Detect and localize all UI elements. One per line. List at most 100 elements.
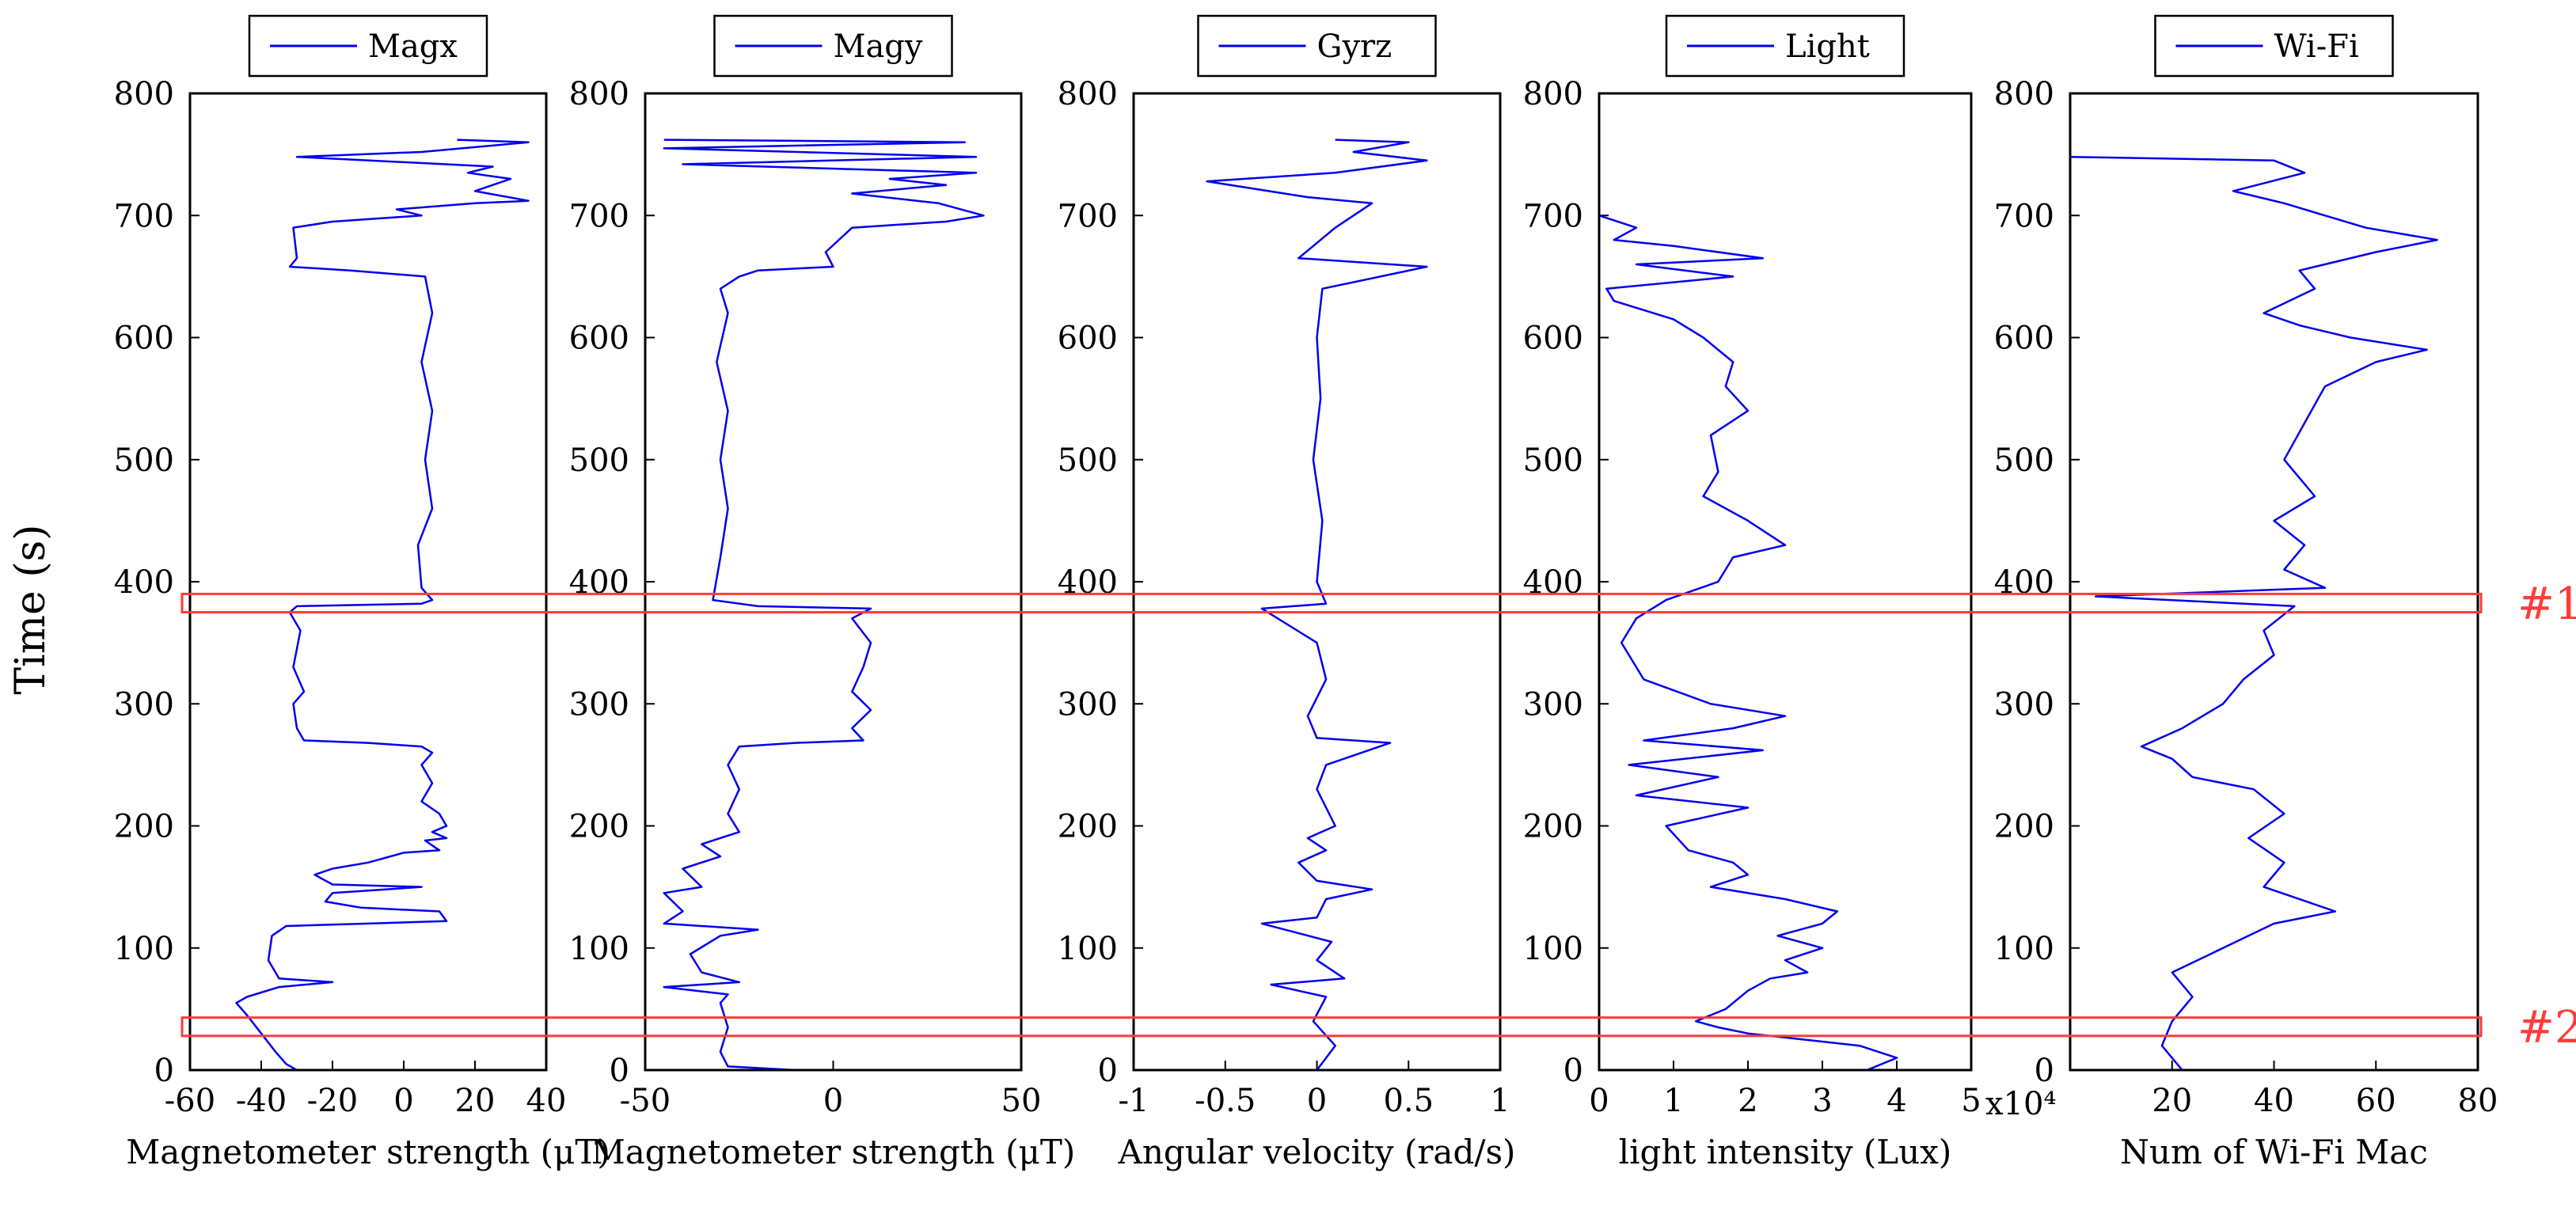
panel-wi-fi: 0 100 200 300 400 500 600 700 800 20 40 60 80 Num of … xyxy=(1994,14,2498,1171)
x-tick-label: 60 xyxy=(2356,1083,2396,1119)
y-tick-label: 200 xyxy=(1058,809,1118,845)
y-tick-label: 0 xyxy=(2035,1053,2054,1089)
x-tick-label: 0 xyxy=(1307,1083,1327,1119)
y-tick-label: 700 xyxy=(569,198,629,234)
axes-frame xyxy=(2069,92,2479,1072)
x-tick-label: -0.5 xyxy=(1195,1083,1256,1119)
y-tick-label: 800 xyxy=(1994,76,2054,112)
y-tick-label: 600 xyxy=(1523,321,1583,357)
x-tick-label: -40 xyxy=(236,1083,287,1119)
x-tick-label: 20 xyxy=(2152,1083,2192,1119)
series-line-gyrz xyxy=(1206,139,1428,1071)
legend: Gyrz xyxy=(1197,14,1437,78)
y-tick-label: 200 xyxy=(1523,809,1583,845)
x-tick-label: 80 xyxy=(2458,1083,2498,1119)
panel-light: 0 100 200 300 400 500 600 700 800 0 1 2 3 4 5 x10⁴ light… xyxy=(1523,14,2057,1171)
y-tick-label: 100 xyxy=(569,931,629,967)
x-axis-label: light intensity (Lux) xyxy=(1619,1133,1952,1171)
x-tick-label: 40 xyxy=(2254,1083,2294,1119)
legend: Wi-Fi xyxy=(2154,14,2394,78)
y-tick-label: 500 xyxy=(114,442,174,479)
series-line-magy xyxy=(663,139,985,1072)
y-tick-label: 100 xyxy=(1994,931,2054,967)
highlight-box-2 xyxy=(180,1016,2483,1038)
y-tick-label: 600 xyxy=(1994,321,2054,357)
series-line-wi-fi xyxy=(2069,155,2438,1071)
y-tick-label: 800 xyxy=(114,76,174,112)
y-tick-label: 400 xyxy=(114,564,174,601)
axes-frame xyxy=(1132,92,1502,1072)
legend: Light xyxy=(1665,14,1905,78)
highlight-label-2: #2 xyxy=(2517,1002,2576,1053)
y-tick-label: 100 xyxy=(1058,931,1118,967)
panel-magx: 0 100 200 300 400 500 600 700 800 -60 -40 -20 0 20 40 M… xyxy=(114,14,610,1171)
highlight-box-1 xyxy=(180,592,2483,614)
axes-frame xyxy=(644,92,1023,1072)
legend-label: Wi-Fi xyxy=(2274,28,2359,65)
y-tick-label: 800 xyxy=(1058,76,1118,112)
y-tick-label: 700 xyxy=(1523,198,1583,234)
y-tick-label: 400 xyxy=(1994,564,2054,601)
y-tick-label: 500 xyxy=(1058,442,1118,479)
y-tick-label: 200 xyxy=(569,809,629,845)
y-tick-label: 500 xyxy=(1523,442,1583,479)
x-tick-label: 0 xyxy=(1589,1083,1609,1119)
highlight-boxes: #1 #2 xyxy=(180,579,2576,1053)
y-axis-label: Time (s) xyxy=(7,524,55,694)
x-scale-label: x10⁴ xyxy=(1985,1086,2057,1122)
x-axis-label: Magnetometer strength (μT) xyxy=(591,1133,1076,1171)
series-line-light xyxy=(1598,214,1898,1072)
y-tick-label: 600 xyxy=(1058,321,1118,357)
x-tick-label: -50 xyxy=(620,1083,671,1119)
x-axis-label: Magnetometer strength (μT) xyxy=(126,1133,610,1171)
x-tick-label: 2 xyxy=(1738,1083,1757,1119)
y-tick-label: 300 xyxy=(1523,686,1583,723)
y-tick-label: 0 xyxy=(1563,1053,1583,1089)
y-tick-label: 700 xyxy=(1058,198,1118,234)
x-axis-label: Angular velocity (rad/s) xyxy=(1118,1133,1516,1171)
y-tick-label: 800 xyxy=(569,76,629,112)
y-tick-label: 500 xyxy=(1994,442,2054,479)
y-tick-label: 600 xyxy=(569,321,629,357)
y-tick-label: 300 xyxy=(1994,686,2054,723)
x-tick-label: 1 xyxy=(1663,1083,1683,1119)
y-tick-label: 700 xyxy=(1994,198,2054,234)
x-axis-label: Num of Wi-Fi Mac xyxy=(2120,1133,2428,1171)
y-tick-label: 100 xyxy=(114,931,174,967)
y-tick-label: 300 xyxy=(1058,686,1118,723)
y-tick-label: 0 xyxy=(154,1053,174,1089)
x-tick-label: -60 xyxy=(165,1083,215,1119)
y-tick-label: 600 xyxy=(114,321,174,357)
legend-label: Magx xyxy=(368,28,458,65)
x-tick-label: -1 xyxy=(1119,1083,1149,1119)
x-tick-label: 50 xyxy=(1001,1083,1042,1119)
legend: Magy xyxy=(713,14,953,78)
y-tick-label: 700 xyxy=(114,198,174,234)
x-tick-label: -20 xyxy=(307,1083,358,1119)
highlight-label-1: #1 xyxy=(2517,579,2576,630)
x-tick-label: 0.5 xyxy=(1383,1083,1434,1119)
y-tick-label: 0 xyxy=(610,1053,629,1089)
x-tick-label: 20 xyxy=(455,1083,496,1119)
y-tick-label: 300 xyxy=(114,686,174,723)
series-line-magx xyxy=(235,139,530,1072)
x-tick-label: 5 xyxy=(1961,1083,1981,1119)
x-tick-label: 4 xyxy=(1886,1083,1906,1119)
panel-gyrz: 0 100 200 300 400 500 600 700 800 -1 -0.5 0 0.5 1 Angu… xyxy=(1058,14,1516,1171)
legend-label: Light xyxy=(1785,28,1870,65)
y-tick-label: 200 xyxy=(1994,809,2054,845)
x-tick-label: 0 xyxy=(393,1083,413,1119)
y-tick-label: 200 xyxy=(114,809,174,845)
axes-frame xyxy=(188,92,548,1072)
legend-label: Gyrz xyxy=(1317,28,1392,65)
x-tick-label: 40 xyxy=(526,1083,567,1119)
legend-label: Magy xyxy=(834,28,923,65)
x-tick-label: 0 xyxy=(823,1083,843,1119)
y-tick-label: 400 xyxy=(1523,564,1583,601)
y-tick-label: 100 xyxy=(1523,931,1583,967)
legend: Magx xyxy=(248,14,488,78)
y-tick-label: 800 xyxy=(1523,76,1583,112)
